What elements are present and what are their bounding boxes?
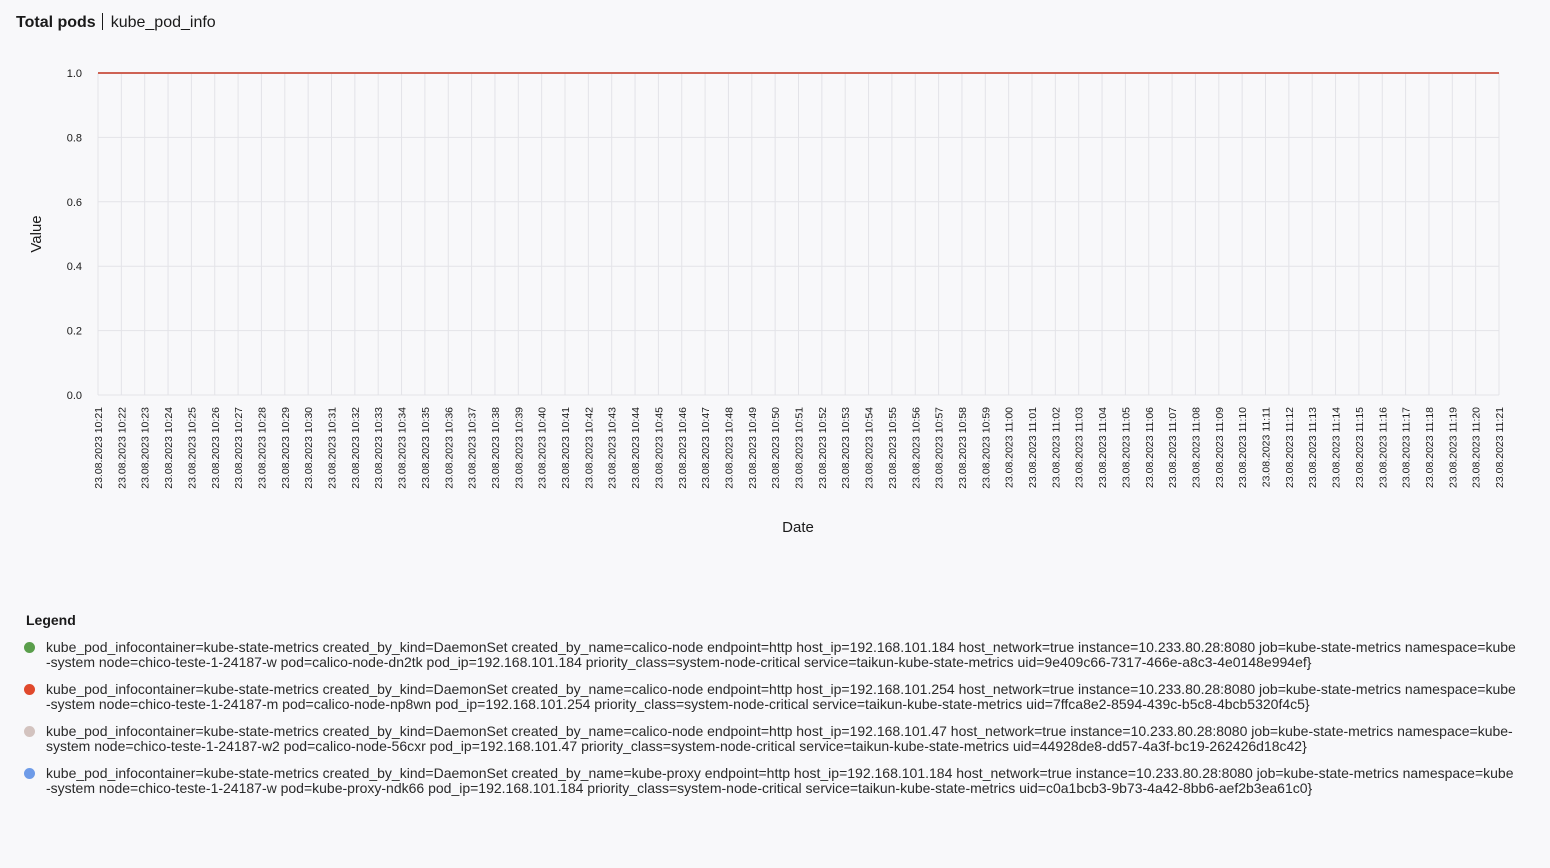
x-tick-label: 23.08.2023 10:23 <box>140 407 152 489</box>
y-axis-label: Value <box>28 215 45 252</box>
x-tick-label: 23.08.2023 10:50 <box>770 407 782 489</box>
x-tick-label: 23.08.2023 11:12 <box>1284 407 1296 488</box>
title-separator <box>101 13 103 30</box>
x-tick-label: 23.08.2023 11:02 <box>1050 407 1062 488</box>
x-tick-label: 23.08.2023 10:42 <box>583 407 595 489</box>
x-tick-label: 23.08.2023 10:28 <box>256 407 268 489</box>
line-chart: 0.00.20.40.60.81.0 23.08.2023 10:21 23.08… <box>28 68 1506 536</box>
x-tick-label: 23.08.2023 11:09 <box>1214 407 1226 488</box>
legend-item[interactable]: kube_pod_infocontainer=kube-state-metric… <box>24 766 1516 796</box>
x-tick-label: 23.08.2023 10:46 <box>677 407 689 489</box>
x-tick-label: 23.08.2023 10:49 <box>747 407 759 489</box>
x-tick-label: 23.08.2023 10:36 <box>443 407 455 489</box>
x-tick-label: 23.08.2023 11:14 <box>1331 407 1343 488</box>
y-tick-label: 1.0 <box>67 68 82 80</box>
x-tick-label: 23.08.2023 11:04 <box>1097 407 1109 488</box>
x-tick-label: 23.08.2023 10:51 <box>794 407 806 489</box>
legend-label: kube_pod_infocontainer=kube-state-metric… <box>46 765 1514 796</box>
x-tick-label: 23.08.2023 10:48 <box>723 407 735 489</box>
x-tick-label: 23.08.2023 10:24 <box>163 407 175 489</box>
y-tick-label: 0.0 <box>67 390 82 402</box>
x-tick-label: 23.08.2023 10:29 <box>280 407 292 489</box>
x-tick-label: 23.08.2023 10:40 <box>537 407 549 489</box>
x-tick-label: 23.08.2023 10:34 <box>397 407 409 489</box>
chart-grid <box>97 72 1500 396</box>
x-tick-label: 23.08.2023 10:47 <box>700 407 712 489</box>
x-tick-label: 23.08.2023 11:16 <box>1377 407 1389 488</box>
x-tick-label: 23.08.2023 10:58 <box>957 407 969 489</box>
x-tick-label: 23.08.2023 10:56 <box>910 407 922 489</box>
x-tick-label: 23.08.2023 10:26 <box>210 407 222 489</box>
x-tick-label: 23.08.2023 10:27 <box>233 407 245 489</box>
x-tick-label: 23.08.2023 10:33 <box>373 407 385 489</box>
x-tick-label: 23.08.2023 11:11 <box>1261 407 1273 487</box>
x-tick-label: 23.08.2023 11:06 <box>1144 407 1156 488</box>
legend-dot-icon <box>24 642 35 653</box>
x-tick-label: 23.08.2023 11:05 <box>1120 407 1132 488</box>
x-tick-label: 23.08.2023 10:55 <box>887 407 899 489</box>
x-tick-label: 23.08.2023 10:45 <box>653 407 665 489</box>
x-tick-label: 23.08.2023 11:19 <box>1447 407 1459 488</box>
x-tick-label: 23.08.2023 10:30 <box>303 407 315 489</box>
chart-subtitle: kube_pod_info <box>110 14 216 31</box>
x-tick-label: 23.08.2023 10:22 <box>116 407 128 489</box>
x-tick-label: 23.08.2023 10:32 <box>350 407 362 489</box>
legend-item[interactable]: kube_pod_infocontainer=kube-state-metric… <box>24 682 1516 712</box>
x-tick-label: 23.08.2023 11:00 <box>1004 407 1016 488</box>
legend-label: kube_pod_infocontainer=kube-state-metric… <box>46 723 1513 754</box>
y-tick-label: 0.2 <box>67 326 82 338</box>
legend-label: kube_pod_infocontainer=kube-state-metric… <box>46 681 1516 712</box>
x-tick-label: 23.08.2023 11:13 <box>1307 407 1319 488</box>
x-tick-label: 23.08.2023 11:20 <box>1471 407 1483 488</box>
y-tick-label: 0.6 <box>67 197 82 209</box>
x-tick-label: 23.08.2023 10:43 <box>607 407 619 489</box>
x-tick-label: 23.08.2023 10:37 <box>467 407 479 489</box>
x-tick-label: 23.08.2023 11:17 <box>1401 407 1413 488</box>
x-axis-ticks: 23.08.2023 10:21 23.08.2023 10:22 23.08.20… <box>93 407 1506 489</box>
x-tick-label: 23.08.2023 10:38 <box>490 407 502 489</box>
x-tick-label: 23.08.2023 10:52 <box>817 407 829 489</box>
x-tick-label: 23.08.2023 10:57 <box>934 407 946 489</box>
legend-title: Legend <box>26 612 76 628</box>
x-tick-label: 23.08.2023 10:39 <box>513 407 525 489</box>
legend-dot-icon <box>24 726 35 737</box>
y-axis-ticks: 0.0 0.2 0.4 0.6 0.8 1.0 <box>67 68 82 402</box>
x-tick-label: 23.08.2023 10:35 <box>420 407 432 489</box>
x-tick-label: 23.08.2023 11:08 <box>1190 407 1202 488</box>
y-tick-label: 0.8 <box>67 132 82 144</box>
x-tick-label: 23.08.2023 11:15 <box>1354 407 1366 488</box>
legend-dot-icon <box>24 768 35 779</box>
x-tick-label: 23.08.2023 11:21 <box>1494 407 1506 488</box>
x-tick-label: 23.08.2023 10:25 <box>186 407 198 489</box>
legend-item[interactable]: kube_pod_infocontainer=kube-state-metric… <box>24 640 1516 670</box>
x-tick-label: 23.08.2023 11:18 <box>1424 407 1436 488</box>
y-tick-label: 0.4 <box>67 261 82 273</box>
x-tick-label: 23.08.2023 10:21 <box>93 407 105 489</box>
x-tick-label: 23.08.2023 11:10 <box>1237 407 1249 488</box>
legend-label: kube_pod_infocontainer=kube-state-metric… <box>46 639 1516 670</box>
x-axis-label: Date <box>782 519 814 536</box>
legend-items: kube_pod_infocontainer=kube-state-metric… <box>24 640 1524 796</box>
x-tick-label: 23.08.2023 10:31 <box>327 407 339 489</box>
x-tick-label: 23.08.2023 10:53 <box>840 407 852 489</box>
x-tick-label: 23.08.2023 10:54 <box>864 407 876 489</box>
panel-title: Total pods kube_pod_info <box>16 12 216 34</box>
legend-item[interactable]: kube_pod_infocontainer=kube-state-metric… <box>24 724 1516 754</box>
x-tick-label: 23.08.2023 11:07 <box>1167 407 1179 488</box>
legend: Legend kube_pod_infocontainer=kube-state… <box>24 612 1524 808</box>
x-tick-label: 23.08.2023 10:44 <box>630 407 642 489</box>
x-tick-label: 23.08.2023 10:41 <box>560 407 572 489</box>
legend-dot-icon <box>24 684 35 695</box>
x-tick-label: 23.08.2023 10:59 <box>980 407 992 489</box>
x-tick-label: 23.08.2023 11:03 <box>1074 407 1086 488</box>
chart-title: Total pods <box>16 14 96 31</box>
x-tick-label: 23.08.2023 11:01 <box>1027 407 1039 488</box>
